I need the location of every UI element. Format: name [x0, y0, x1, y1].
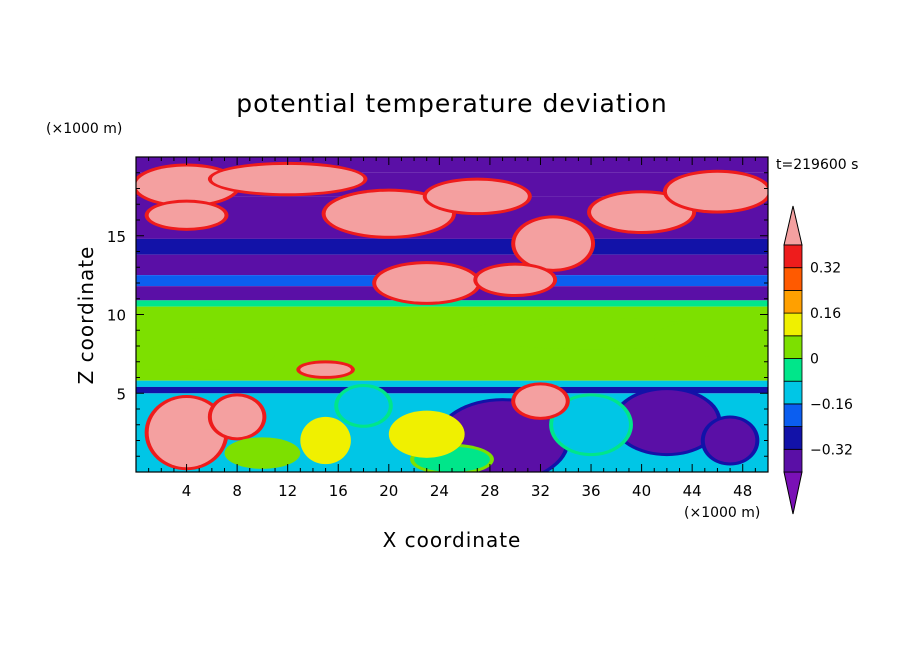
colorbar-segment — [783, 358, 803, 382]
x-tick-label: 36 — [581, 482, 600, 500]
field-blob — [616, 390, 718, 454]
x-unit-label: (×1000 m) — [684, 505, 760, 521]
field-layer — [136, 238, 768, 255]
y-tick-label: 15 — [107, 228, 126, 246]
field-blob — [325, 191, 452, 236]
colorbar-segment — [783, 448, 803, 473]
field-blob — [300, 416, 351, 465]
x-tick-label: 32 — [531, 482, 550, 500]
field-blob — [666, 172, 768, 211]
colorbar-segment — [783, 244, 803, 269]
colorbar-label: −0.16 — [810, 397, 853, 413]
y-axis-ticks: 5 10 15 — [107, 172, 768, 457]
field-layer — [136, 386, 768, 394]
field-blob — [211, 396, 263, 438]
field-layer — [136, 380, 768, 387]
x-tick-label: 24 — [430, 482, 449, 500]
colorbar-min-arrow — [783, 471, 803, 515]
field-blob — [553, 396, 629, 454]
x-tick-label: 40 — [632, 482, 651, 500]
field-blob — [148, 397, 225, 468]
x-tick-label: 4 — [182, 482, 192, 500]
colorbar-segment — [783, 380, 803, 405]
y-tick-label: 5 — [116, 385, 126, 403]
field-blob — [515, 218, 592, 269]
field-blob — [376, 264, 478, 302]
y-unit-label: (×1000 m) — [46, 121, 122, 137]
field-blob — [464, 317, 718, 350]
field-blob — [224, 437, 301, 469]
colorbar: 0.32 0.16 0 −0.16 −0.32 — [783, 205, 853, 515]
y-tick-label: 10 — [107, 307, 126, 325]
colorbar-max-arrow — [783, 205, 803, 246]
colorbar-segment — [783, 403, 803, 427]
field-blob — [654, 319, 768, 358]
field-blob — [388, 410, 465, 458]
x-axis-title: X coordinate — [383, 528, 522, 552]
time-label: t=219600 s — [776, 157, 858, 173]
y-axis-title: Z coordinate — [74, 246, 98, 385]
chart-title: potential temperature deviation — [236, 89, 667, 118]
field-blob — [300, 363, 351, 376]
colorbar-segment — [783, 289, 803, 314]
colorbar-segment — [783, 335, 803, 359]
x-tick-label: 44 — [683, 482, 702, 500]
colorbar-label: 0.32 — [810, 261, 841, 277]
field-blob — [591, 193, 693, 232]
colorbar-segment — [783, 426, 803, 450]
colorbar-segment — [783, 267, 803, 291]
field-blob — [148, 338, 276, 370]
x-tick-label: 20 — [379, 482, 398, 500]
field-blob — [426, 180, 528, 213]
x-tick-label: 28 — [480, 482, 499, 500]
field-blob — [211, 164, 364, 194]
colorbar-segment — [783, 312, 803, 337]
contour-field — [136, 157, 768, 472]
x-tick-label: 12 — [278, 482, 297, 500]
field-blob — [704, 418, 756, 463]
field-blob — [515, 385, 566, 417]
x-tick-label: 48 — [733, 482, 752, 500]
field-blob — [477, 265, 554, 295]
colorbar-label: 0 — [810, 352, 819, 368]
field-layer — [136, 300, 768, 307]
field-blob — [148, 202, 225, 228]
colorbar-label: 0.16 — [810, 306, 841, 322]
x-tick-label: 16 — [329, 482, 348, 500]
colorbar-label: −0.32 — [810, 442, 853, 458]
field-blob — [338, 386, 389, 425]
x-tick-label: 8 — [232, 482, 242, 500]
x-axis-ticks: 4 8 12 16 20 24 28 32 36 40 44 48 — [148, 157, 756, 500]
